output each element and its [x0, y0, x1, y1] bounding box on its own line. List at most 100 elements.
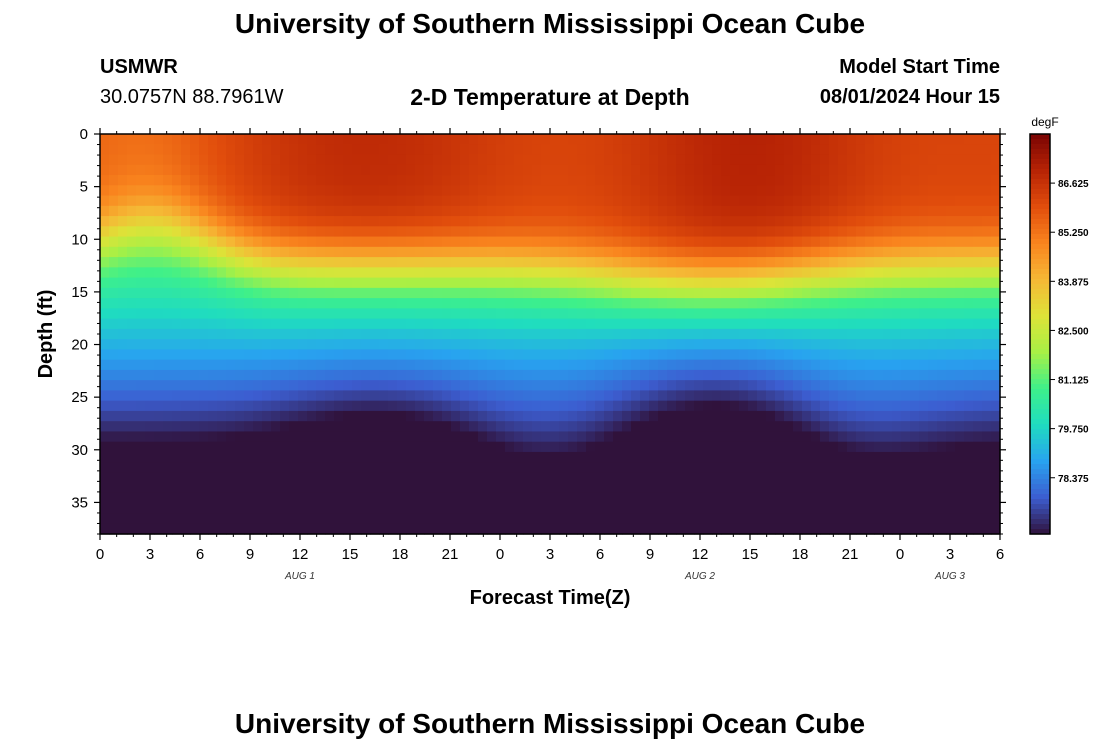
heatmap-cell [865, 492, 875, 504]
heatmap-cell [829, 175, 839, 186]
heatmap-cell [442, 492, 452, 504]
heatmap-cell [829, 492, 839, 504]
heatmap-cell [370, 298, 380, 309]
heatmap-cell [118, 216, 128, 227]
x-tick-label: 21 [842, 546, 859, 563]
heatmap-cell [685, 421, 695, 433]
heatmap-cell [181, 451, 191, 463]
heatmap-cell [154, 369, 164, 381]
heatmap-cell [568, 246, 578, 258]
heatmap-cell [982, 318, 992, 330]
heatmap-cell [262, 513, 272, 525]
heatmap-cell [568, 503, 578, 515]
heatmap-cell [595, 410, 605, 422]
heatmap-cell [811, 226, 821, 238]
heatmap-cell [856, 328, 866, 340]
heatmap-cell [136, 421, 146, 433]
heatmap-cell [487, 164, 497, 176]
heatmap-cell [442, 472, 452, 484]
heatmap-cell [775, 154, 785, 166]
colorbar-segment [1030, 494, 1050, 500]
heatmap-cell [100, 492, 110, 504]
heatmap-cell [703, 462, 713, 474]
heatmap-cell [145, 226, 155, 238]
heatmap-cell [451, 308, 461, 320]
heatmap-cell [118, 462, 128, 474]
heatmap-cell [541, 164, 551, 176]
heatmap-cell [433, 134, 443, 145]
heatmap-cell [217, 216, 227, 227]
colorbar-segment [1030, 184, 1050, 190]
heatmap-cell [730, 421, 740, 433]
heatmap-cell [766, 226, 776, 238]
heatmap-cell [721, 369, 731, 381]
heatmap-cell [649, 380, 659, 392]
heatmap-cell [298, 523, 308, 535]
heatmap-cell [883, 349, 893, 361]
heatmap-cell [370, 421, 380, 433]
heatmap-cell [379, 503, 389, 515]
heatmap-cell [388, 503, 398, 515]
heatmap-cell [622, 195, 632, 207]
heatmap-cell [532, 421, 542, 433]
y-tick-label: 30 [71, 442, 88, 459]
heatmap-cell [748, 164, 758, 176]
heatmap-cell [631, 421, 641, 433]
heatmap-cell [262, 205, 272, 217]
heatmap-cell [235, 380, 245, 392]
heatmap-cell [658, 462, 668, 474]
heatmap-cell [541, 503, 551, 515]
heatmap-cell [244, 369, 254, 381]
heatmap-cell [244, 441, 254, 453]
heatmap-cell [793, 339, 803, 350]
heatmap-cell [856, 298, 866, 309]
heatmap-cell [604, 226, 614, 238]
heatmap-cell [460, 349, 470, 361]
heatmap-cell [928, 349, 938, 361]
heatmap-cell [217, 451, 227, 463]
heatmap-cell [244, 410, 254, 422]
heatmap-cell [856, 164, 866, 176]
heatmap-cell [739, 195, 749, 207]
page-title: University of Southern Mississippi Ocean… [234, 8, 866, 39]
heatmap-cell [478, 267, 488, 279]
heatmap-cell [397, 175, 407, 186]
heatmap-cell [343, 236, 353, 248]
heatmap-cell [748, 492, 758, 504]
footer-title: University of Southern Mississippi Ocean… [234, 708, 866, 739]
heatmap-cell [811, 410, 821, 422]
heatmap-cell [901, 359, 911, 371]
heatmap-cell [145, 339, 155, 350]
heatmap-cell [550, 134, 560, 145]
heatmap-cell [307, 298, 317, 309]
heatmap-cell [514, 349, 524, 361]
colorbar-segment [1030, 284, 1050, 290]
heatmap-cell [199, 267, 209, 279]
heatmap-cell [406, 195, 416, 207]
heatmap-cell [604, 462, 614, 474]
heatmap-cell [316, 482, 326, 494]
heatmap-cell [811, 164, 821, 176]
heatmap-cell [766, 441, 776, 453]
heatmap-cell [172, 523, 182, 535]
heatmap-cell [226, 410, 236, 422]
heatmap-cell [982, 349, 992, 361]
heatmap-cell [811, 462, 821, 474]
heatmap-cell [712, 216, 722, 227]
heatmap-cell [964, 349, 974, 361]
heatmap-cell [766, 195, 776, 207]
heatmap-cell [100, 144, 110, 156]
colorbar-segment [1030, 459, 1050, 465]
heatmap-cell [181, 431, 191, 443]
heatmap-cell [631, 164, 641, 176]
heatmap-cell [748, 390, 758, 402]
heatmap-cell [730, 226, 740, 238]
heatmap-cell [784, 134, 794, 145]
heatmap-cell [136, 134, 146, 145]
heatmap-cell [937, 523, 947, 535]
heatmap-cell [361, 216, 371, 227]
heatmap-cell [469, 185, 479, 197]
heatmap-cell [226, 451, 236, 463]
heatmap-cell [262, 216, 272, 227]
heatmap-cell [865, 359, 875, 371]
